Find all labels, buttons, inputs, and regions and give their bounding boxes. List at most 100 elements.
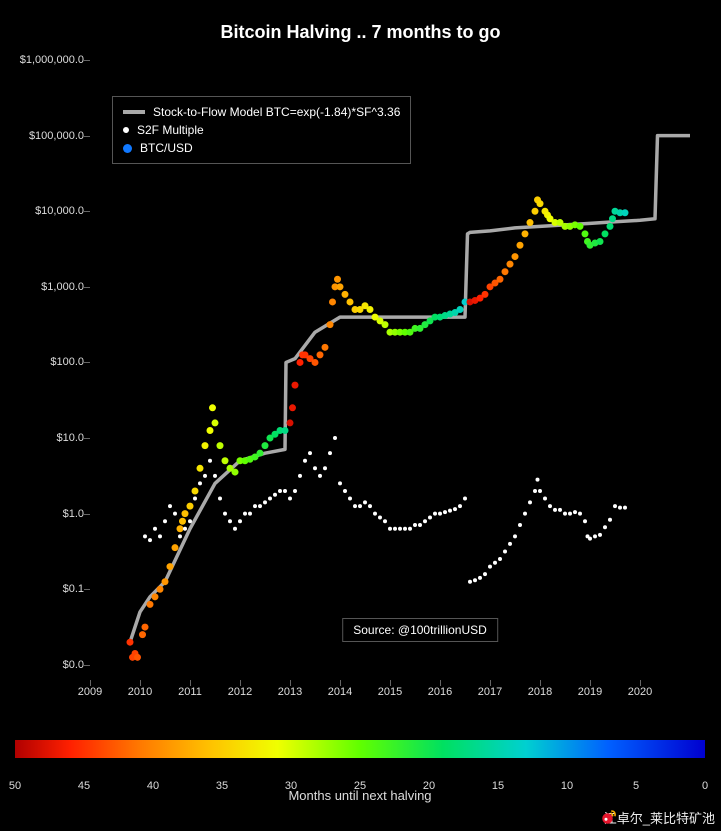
legend-line-label: Stock-to-Flow Model BTC=exp(-1.84)*SF^3.…	[153, 105, 400, 119]
btc-price-point	[337, 283, 344, 290]
btc-price-point	[179, 518, 186, 525]
btc-price-point	[134, 654, 141, 661]
btc-price-point	[582, 230, 589, 237]
color-axis-tick: 5	[633, 776, 639, 792]
s2f-multiple-point	[198, 481, 202, 485]
legend-s2f-swatch	[123, 127, 129, 133]
color-axis-tick: 10	[561, 776, 573, 792]
s2f-multiple-point	[553, 508, 557, 512]
s2f-multiple-point	[488, 565, 492, 569]
btc-price-point	[622, 209, 629, 216]
color-axis-tick: 45	[78, 776, 90, 792]
s2f-multiple-point	[293, 489, 297, 493]
s2f-multiple-point	[458, 504, 462, 508]
s2f-multiple-point	[408, 527, 412, 531]
btc-price-point	[232, 469, 239, 476]
s2f-multiple-point	[453, 507, 457, 511]
btc-price-point	[152, 593, 159, 600]
x-tick-label: 2019	[578, 680, 602, 698]
s2f-multiple-point	[578, 512, 582, 516]
s2f-multiple-point	[328, 451, 332, 455]
y-tick-label: $1,000.0	[41, 281, 90, 293]
btc-price-point	[342, 291, 349, 298]
s2f-multiple-point	[228, 519, 232, 523]
x-tick-label: 2018	[528, 680, 552, 698]
legend-line-swatch	[123, 110, 145, 114]
s2f-multiple-point	[528, 500, 532, 504]
s2f-multiple-point	[508, 542, 512, 546]
s2f-multiple-point	[543, 497, 547, 501]
credit-text: 江卓尔_莱比特矿池	[600, 808, 715, 827]
btc-price-point	[127, 639, 134, 646]
s2f-multiple-point	[588, 537, 592, 541]
s2f-multiple-point	[558, 508, 562, 512]
s2f-multiple-point	[378, 515, 382, 519]
s2f-multiple-point	[338, 481, 342, 485]
y-tick-label: $10.0	[56, 432, 90, 444]
s2f-multiple-point	[463, 497, 467, 501]
btc-price-point	[367, 306, 374, 313]
y-tick-label: $100,000.0	[29, 130, 90, 142]
stock-to-flow-line	[130, 136, 690, 643]
s2f-multiple-point	[173, 512, 177, 516]
y-tick-label: $10,000.0	[35, 205, 90, 217]
s2f-multiple-point	[608, 518, 612, 522]
btc-price-point	[609, 215, 616, 222]
btc-price-point	[497, 276, 504, 283]
s2f-multiple-point	[583, 519, 587, 523]
s2f-multiple-point	[473, 578, 477, 582]
s2f-multiple-point	[523, 512, 527, 516]
y-tick-label: $1,000,000.0	[20, 54, 90, 66]
s2f-multiple-point	[618, 506, 622, 510]
btc-price-point	[602, 230, 609, 237]
s2f-multiple-point	[478, 576, 482, 580]
s2f-multiple-point	[263, 500, 267, 504]
s2f-multiple-point	[283, 489, 287, 493]
s2f-multiple-point	[268, 497, 272, 501]
x-tick-label: 2016	[428, 680, 452, 698]
s2f-multiple-point	[153, 527, 157, 531]
legend-s2f-label: S2F Multiple	[137, 123, 204, 137]
s2f-multiple-point	[303, 459, 307, 463]
s2f-multiple-point	[333, 436, 337, 440]
btc-price-point	[347, 298, 354, 305]
s2f-multiple-point	[213, 474, 217, 478]
s2f-multiple-point	[438, 512, 442, 516]
btc-price-point	[142, 624, 149, 631]
btc-price-point	[532, 208, 539, 215]
s2f-multiple-point	[373, 512, 377, 516]
btc-price-point	[207, 427, 214, 434]
btc-price-point	[317, 351, 324, 358]
s2f-multiple-point	[498, 557, 502, 561]
s2f-multiple-point	[218, 497, 222, 501]
color-gradient-bar	[15, 740, 705, 758]
chart-title: Bitcoin Halving .. 7 months to go	[0, 22, 721, 43]
s2f-multiple-point	[258, 504, 262, 508]
s2f-multiple-point	[568, 512, 572, 516]
s2f-multiple-point	[493, 561, 497, 565]
x-tick-label: 2020	[628, 680, 652, 698]
s2f-multiple-point	[533, 489, 537, 493]
btc-price-point	[187, 503, 194, 510]
s2f-multiple-point	[163, 519, 167, 523]
s2f-multiple-point	[188, 519, 192, 523]
btc-price-point	[457, 306, 464, 313]
s2f-multiple-point	[363, 500, 367, 504]
y-tick-label: $0.1	[63, 583, 90, 595]
x-tick-label: 2010	[128, 680, 152, 698]
y-tick-label: $100.0	[50, 356, 90, 368]
btc-price-point	[222, 457, 229, 464]
btc-price-point	[312, 359, 319, 366]
btc-price-point	[329, 298, 336, 305]
btc-price-point	[537, 200, 544, 207]
s2f-multiple-point	[148, 538, 152, 542]
s2f-multiple-point	[603, 525, 607, 529]
btc-price-point	[577, 223, 584, 230]
s2f-multiple-point	[398, 527, 402, 531]
legend-btc-label: BTC/USD	[140, 141, 193, 155]
btc-price-point	[177, 525, 184, 532]
color-gradient-axis: 50454035302520151050	[15, 758, 705, 776]
s2f-multiple-point	[468, 580, 472, 584]
s2f-multiple-point	[273, 493, 277, 497]
s2f-multiple-point	[183, 527, 187, 531]
